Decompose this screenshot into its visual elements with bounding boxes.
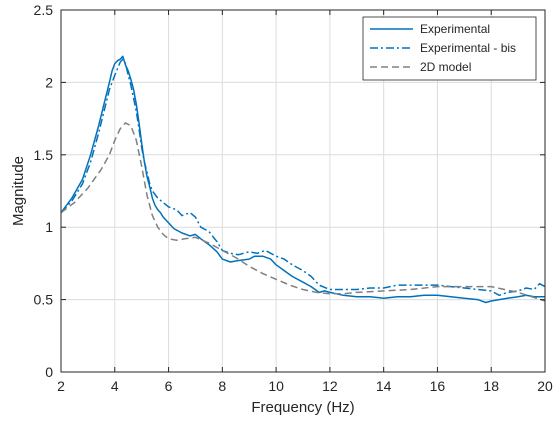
axis-ticks: 2 4 6 8 10 12 14 16 18 20 0 0.5 1 1.5 2 2.5 [34,2,553,394]
x-axis-label: Frequency (Hz) [251,399,354,416]
x-tick-label: 2 [57,378,65,394]
series-line-0 [60,55,545,304]
x-tick-label: 8 [218,378,226,394]
legend-label-2: 2D model [420,60,471,74]
y-tick-label: 0 [45,364,53,380]
x-tick-label: 10 [268,378,284,394]
y-axis-label: Magnitude [10,156,27,226]
y-tick-label: 1 [45,219,53,235]
x-tick-label: 4 [111,378,119,394]
x-tick-label: 18 [483,378,499,394]
x-tick-label: 6 [165,378,173,394]
legend: Experimental Experimental - bis 2D model [362,16,537,81]
plot-frame [60,9,546,373]
y-tick-label: 2.5 [34,2,54,18]
legend-label-0: Experimental [420,22,490,36]
x-tick-label: 14 [376,378,392,394]
y-tick-label: 2 [45,74,53,90]
y-tick-label: 0.5 [34,292,54,308]
series-line-1 [60,58,546,297]
series-layer [60,55,546,304]
x-tick-label: 12 [322,378,338,394]
x-tick-label: 20 [537,378,553,394]
legend-label-1: Experimental - bis [420,41,516,55]
x-tick-label: 16 [430,378,446,394]
series-line-2 [60,122,546,302]
y-tick-label: 1.5 [34,147,54,163]
